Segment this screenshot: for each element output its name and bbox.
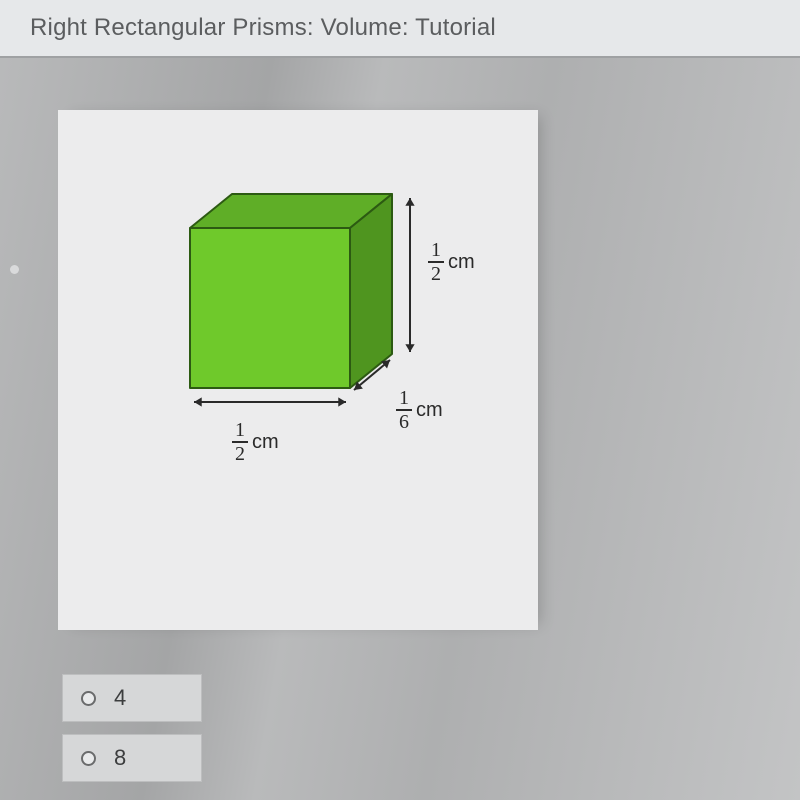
dimension-height-label: 1 2 cm xyxy=(428,240,475,284)
fraction-width: 1 2 xyxy=(232,420,248,464)
dimension-depth-label: 1 6 cm xyxy=(396,388,443,432)
answer-text: 4 xyxy=(114,685,126,711)
fraction-depth: 1 6 xyxy=(396,388,412,432)
dimension-width-label: 1 2 cm xyxy=(232,420,279,464)
nav-prev-indicator[interactable] xyxy=(10,265,19,274)
radio-icon xyxy=(81,751,96,766)
title-bar: Right Rectangular Prisms: Volume: Tutori… xyxy=(0,0,800,58)
answer-text: 8 xyxy=(114,745,126,771)
diagram-panel: 1 2 cm 1 6 cm 1 2 cm xyxy=(58,110,538,630)
tutorial-page: Right Rectangular Prisms: Volume: Tutori… xyxy=(0,0,800,800)
radio-icon xyxy=(81,691,96,706)
answer-option-0[interactable]: 4 xyxy=(62,674,202,722)
answer-choices: 4 8 xyxy=(62,674,202,782)
answer-option-1[interactable]: 8 xyxy=(62,734,202,782)
page-title: Right Rectangular Prisms: Volume: Tutori… xyxy=(30,14,496,42)
fraction-height: 1 2 xyxy=(428,240,444,284)
prism-figure xyxy=(150,158,410,418)
